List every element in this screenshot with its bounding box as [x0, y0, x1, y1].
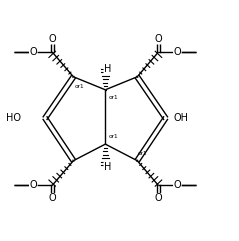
Text: or1: or1	[108, 134, 118, 139]
Text: O: O	[48, 194, 56, 203]
Text: or1: or1	[108, 95, 118, 100]
Text: O: O	[29, 181, 37, 190]
Text: O: O	[155, 34, 162, 44]
Text: O: O	[29, 47, 37, 57]
Text: O: O	[155, 194, 162, 203]
Text: O: O	[48, 34, 56, 44]
Text: H: H	[104, 161, 111, 172]
Text: or1: or1	[138, 151, 147, 156]
Text: OH: OH	[174, 113, 189, 123]
Text: H: H	[104, 64, 111, 74]
Text: O: O	[174, 47, 181, 57]
Text: or1: or1	[74, 84, 84, 89]
Text: HO: HO	[6, 113, 21, 123]
Text: O: O	[174, 181, 181, 190]
